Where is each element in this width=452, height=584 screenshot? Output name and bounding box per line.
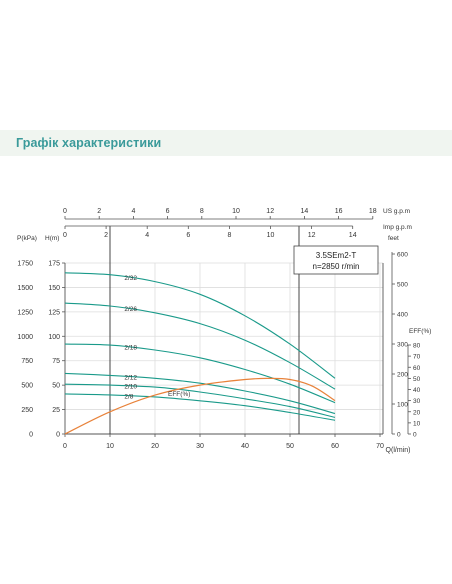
imp-gpm-tick-label: 14 xyxy=(349,232,357,239)
head-curve-2-32 xyxy=(64,272,336,379)
series-label: 2/26 xyxy=(124,306,137,313)
head-curve-2-18 xyxy=(64,343,336,404)
head-curve-2-12 xyxy=(64,372,336,415)
x-axis-unit: Q(l/min) xyxy=(386,447,411,454)
p-tick-label: 750 xyxy=(21,358,33,365)
feet-tick-label: 300 xyxy=(397,342,408,349)
imp-gpm-tick-label: 4 xyxy=(145,232,149,239)
eff-curve-label: EFF(%) xyxy=(168,391,190,398)
title-band xyxy=(0,130,452,156)
x-tick-label: 50 xyxy=(286,443,294,450)
eff-tick-label: 30 xyxy=(413,398,421,405)
feet-tick-label: 200 xyxy=(397,372,408,379)
eff-tick-label: 10 xyxy=(413,420,421,427)
h-tick-label: 150 xyxy=(48,285,60,292)
h-axis-unit: H(m) xyxy=(45,235,59,242)
series-label: 2/8 xyxy=(124,394,133,401)
x-tick-label: 70 xyxy=(376,443,384,450)
h-tick-label: 175 xyxy=(48,261,60,268)
h-tick-label: 50 xyxy=(52,383,60,390)
p-tick-label: 1750 xyxy=(17,261,33,268)
feet-tick-label: 100 xyxy=(397,402,408,409)
curves xyxy=(64,272,336,435)
eff-tick-label: 0 xyxy=(413,432,417,439)
x-tick-label: 0 xyxy=(63,443,67,450)
model-box xyxy=(293,245,379,275)
h-tick-label: 125 xyxy=(48,309,60,316)
eff-tick-label: 40 xyxy=(413,387,421,394)
imp-gpm-tick-label: 6 xyxy=(186,232,190,239)
eff-tick-label: 20 xyxy=(413,409,421,416)
imp-gpm-tick-label: 8 xyxy=(227,232,231,239)
efficiency-curve xyxy=(64,377,336,435)
p-tick-label: 500 xyxy=(21,383,33,390)
series-label: 2/18 xyxy=(124,345,137,352)
feet-tick-label: 600 xyxy=(397,252,408,259)
us-gpm-tick-label: 18 xyxy=(369,208,377,215)
h-tick-label: 0 xyxy=(56,432,60,439)
series-label: 2/12 xyxy=(124,374,137,381)
feet-tick-label: 500 xyxy=(397,282,408,289)
us-gpm-tick-label: 2 xyxy=(97,208,101,215)
imp-gpm-unit: Imp g.p.m xyxy=(383,224,412,231)
x-tick-label: 30 xyxy=(196,443,204,450)
x-tick-label: 60 xyxy=(331,443,339,450)
us-gpm-tick-label: 8 xyxy=(200,208,204,215)
speed-label: n=2850 r/min xyxy=(313,262,360,271)
h-tick-label: 75 xyxy=(52,358,60,365)
series-label: 2/32 xyxy=(124,275,137,282)
eff-tick-label: 60 xyxy=(413,365,421,372)
head-curve-2-10 xyxy=(64,383,336,418)
us-gpm-tick-label: 12 xyxy=(266,208,274,215)
x-tick-label: 10 xyxy=(106,443,114,450)
page-title: Графік характеристики xyxy=(16,136,162,150)
us-gpm-tick-label: 4 xyxy=(131,208,135,215)
eff-axis-unit: EFF(%) xyxy=(409,328,431,335)
h-tick-label: 100 xyxy=(48,334,60,341)
us-gpm-tick-label: 16 xyxy=(335,208,343,215)
head-curve-2-8 xyxy=(64,393,336,421)
x-tick-label: 40 xyxy=(241,443,249,450)
us-gpm-tick-label: 6 xyxy=(166,208,170,215)
eff-tick-label: 80 xyxy=(413,343,421,350)
imp-gpm-tick-label: 12 xyxy=(308,232,316,239)
us-gpm-tick-label: 14 xyxy=(301,208,309,215)
feet-tick-label: 400 xyxy=(397,312,408,319)
p-tick-label: 1250 xyxy=(17,309,33,316)
p-tick-label: 0 xyxy=(29,432,33,439)
imp-gpm-tick-label: 0 xyxy=(63,232,67,239)
imp-gpm-tick-label: 10 xyxy=(267,232,275,239)
p-tick-label: 1500 xyxy=(17,285,33,292)
labels: 0 10 20 30 40 50 60 70Q(l/min)0 2 4 6 8 10 12 14 16 18 US… xyxy=(17,208,431,454)
us-gpm-tick-label: 10 xyxy=(232,208,240,215)
head-curve-2-26 xyxy=(64,302,336,390)
h-tick-label: 25 xyxy=(52,407,60,414)
p-tick-label: 1000 xyxy=(17,334,33,341)
p-tick-label: 250 xyxy=(21,407,33,414)
grid xyxy=(65,262,383,434)
feet-axis-unit: feet xyxy=(388,235,399,242)
us-gpm-unit: US g.p.m xyxy=(383,208,410,215)
model-label: 3.5SEm2-T xyxy=(316,251,357,260)
axes xyxy=(62,216,411,437)
x-tick-label: 20 xyxy=(151,443,159,450)
us-gpm-tick-label: 0 xyxy=(63,208,67,215)
eff-tick-label: 50 xyxy=(413,376,421,383)
imp-gpm-tick-label: 2 xyxy=(104,232,108,239)
series-label: 2/10 xyxy=(124,384,137,391)
eff-tick-label: 70 xyxy=(413,354,421,361)
feet-tick-label: 0 xyxy=(397,432,401,439)
p-axis-unit: P(kPa) xyxy=(17,235,37,242)
